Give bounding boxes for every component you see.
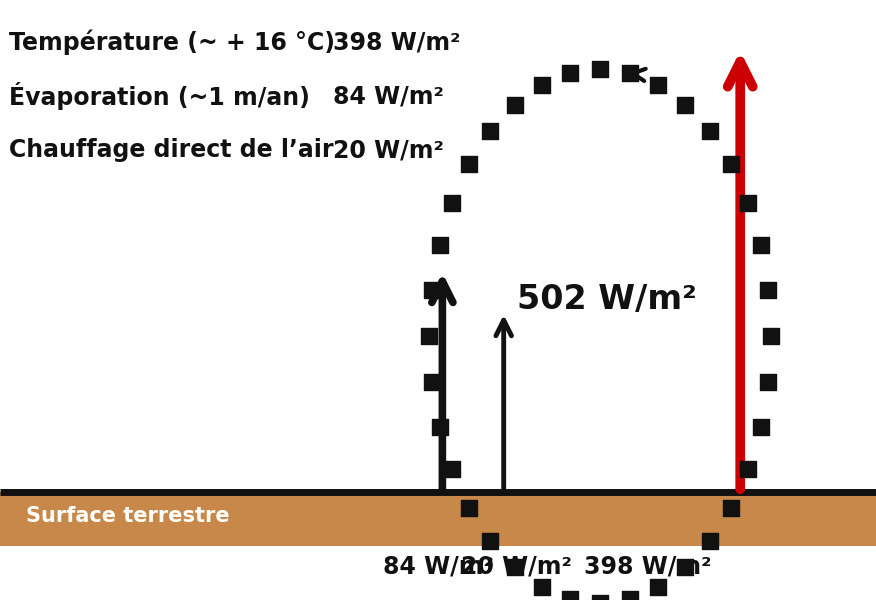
Text: 398 W/m²: 398 W/m² xyxy=(333,30,461,54)
Point xyxy=(445,198,459,208)
Text: Chauffage direct de l’air: Chauffage direct de l’air xyxy=(9,138,333,162)
Text: Température (~ + 16 °C): Température (~ + 16 °C) xyxy=(9,29,335,55)
Point xyxy=(724,160,738,169)
Point xyxy=(761,377,775,387)
Point xyxy=(724,503,738,512)
Point xyxy=(623,68,637,78)
Point xyxy=(422,331,436,341)
Bar xyxy=(0,492,876,546)
Point xyxy=(678,100,692,110)
Text: 502 W/m²: 502 W/m² xyxy=(517,283,696,317)
Point xyxy=(507,562,521,572)
Point xyxy=(463,160,477,169)
Point xyxy=(433,240,447,250)
Point xyxy=(652,582,666,592)
Point xyxy=(753,422,767,432)
Text: 20 W/m²: 20 W/m² xyxy=(333,138,444,162)
Point xyxy=(534,582,548,592)
Point xyxy=(534,80,548,90)
Point xyxy=(703,127,717,136)
Text: 20 W/m²: 20 W/m² xyxy=(462,555,572,579)
Point xyxy=(484,536,498,545)
Point xyxy=(563,594,577,600)
Point xyxy=(507,100,521,110)
Point xyxy=(593,598,607,600)
Point xyxy=(753,240,767,250)
Point xyxy=(425,377,439,387)
Text: 398 W/m²: 398 W/m² xyxy=(584,555,712,579)
Text: Évaporation (~1 m/an): Évaporation (~1 m/an) xyxy=(9,82,309,110)
Point xyxy=(652,80,666,90)
Text: Surface terrestre: Surface terrestre xyxy=(26,506,230,526)
Point xyxy=(563,68,577,78)
Point xyxy=(678,562,692,572)
Point xyxy=(463,503,477,512)
Point xyxy=(433,422,447,432)
Point xyxy=(484,127,498,136)
Point xyxy=(764,331,778,341)
Text: 84 W/m²: 84 W/m² xyxy=(333,84,444,108)
Point xyxy=(703,536,717,545)
Point xyxy=(623,594,637,600)
Point xyxy=(741,197,755,207)
Point xyxy=(425,285,439,295)
Point xyxy=(593,64,607,74)
Point xyxy=(761,285,775,295)
Point xyxy=(741,464,755,474)
Point xyxy=(445,464,459,474)
Text: 84 W/m²: 84 W/m² xyxy=(383,555,493,579)
